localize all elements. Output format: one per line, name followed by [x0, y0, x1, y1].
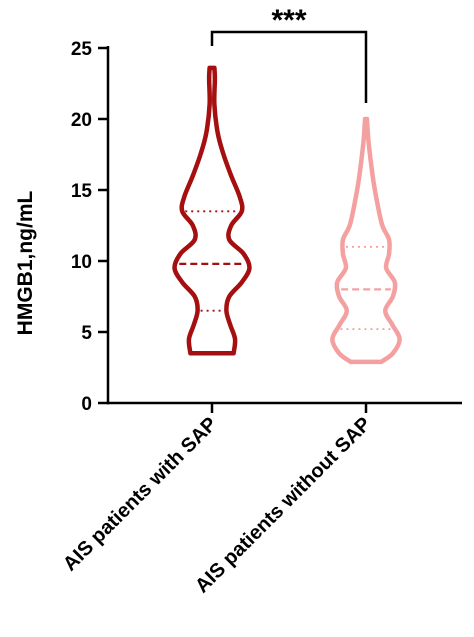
x-category-label: AIS patients with SAP — [59, 413, 222, 576]
y-tick-label: 15 — [71, 181, 93, 202]
significance-annotation: *** — [210, 4, 368, 103]
y-ticks: 0 5 10 15 20 25 — [71, 39, 108, 415]
significance-stars: *** — [271, 4, 306, 37]
axes — [106, 46, 462, 405]
y-tick-label: 5 — [81, 323, 92, 344]
significance-bracket — [210, 30, 368, 103]
y-axis-title: HMGB1,ng/mL — [14, 191, 37, 336]
violins — [172, 65, 402, 365]
y-tick-label: 25 — [71, 39, 93, 60]
y-tick-label: 10 — [71, 252, 92, 273]
y-tick-label: 0 — [81, 394, 92, 415]
x-category-label: AIS patients without SAP — [191, 413, 375, 597]
violin-outline — [172, 65, 252, 356]
violin-outline — [330, 116, 402, 365]
y-tick-label: 20 — [71, 110, 92, 131]
